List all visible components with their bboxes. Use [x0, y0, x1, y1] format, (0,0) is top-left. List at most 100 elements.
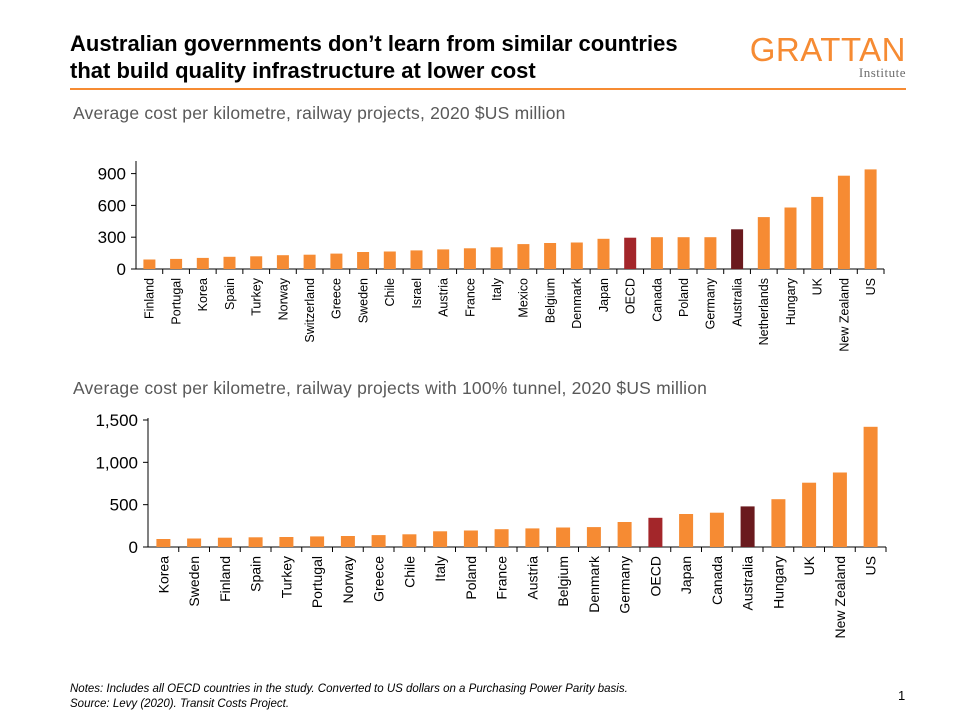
x-category-label-austria: Austria: [437, 278, 451, 317]
x-category-label-chile: Chile: [401, 556, 417, 588]
x-category-label-israel: Israel: [410, 278, 424, 309]
x-category-label-us: US: [864, 278, 878, 295]
bar-sweden: [187, 538, 202, 547]
x-category-label-spain: Spain: [248, 556, 264, 592]
x-category-label-portugal: Portugal: [309, 556, 325, 608]
x-category-label-norway: Norway: [276, 277, 290, 320]
bar-australia: [731, 229, 744, 270]
bar-mexico: [517, 244, 530, 269]
bar-us: [863, 426, 878, 547]
logo-subtitle: Institute: [858, 65, 906, 80]
x-category-label-sweden: Sweden: [356, 278, 370, 323]
bar-turkey: [279, 537, 294, 547]
x-category-label-japan: Japan: [678, 556, 694, 594]
grattan-logo: GRATTAN Institute: [750, 33, 910, 83]
header-rule: [70, 88, 906, 90]
notes-line: Notes: Includes all OECD countries in th…: [70, 683, 628, 695]
bar-oecd: [648, 517, 663, 547]
bar-turkey: [250, 256, 263, 269]
x-category-label-austria: Austria: [524, 556, 540, 600]
y-tick-label: 1,500: [95, 411, 138, 430]
title-line-1: Australian governments don’t learn from …: [70, 31, 678, 56]
x-category-label-italy: Italy: [490, 277, 504, 301]
x-category-label-hungary: Hungary: [784, 277, 798, 325]
x-category-label-oecd: OECD: [647, 556, 663, 596]
bar-belgium: [544, 243, 557, 269]
x-category-label-uk: UK: [811, 277, 825, 295]
bar-korea: [156, 539, 171, 547]
y-tick-label: 0: [117, 260, 126, 279]
x-category-label-korea: Korea: [196, 278, 210, 311]
bar-israel: [410, 250, 423, 269]
bar-austria: [525, 528, 540, 547]
source-line: Source: Levy (2020). Transit Costs Proje…: [70, 698, 290, 710]
x-category-label-finland: Finland: [217, 556, 233, 602]
bar-portugal: [310, 536, 325, 547]
x-category-label-portugal: Portugal: [169, 278, 183, 325]
bar-japan: [679, 514, 694, 547]
bar-hungary: [784, 207, 797, 269]
logo-wordmark: GRATTAN: [749, 31, 906, 68]
bar-greece: [330, 253, 343, 269]
chart-1-title: Average cost per kilometre, railway proj…: [73, 103, 566, 123]
bar-switzerland: [303, 254, 316, 269]
x-category-label-mexico: Mexico: [517, 278, 531, 318]
bar-spain: [223, 256, 236, 269]
bar-new-zealand: [832, 472, 847, 547]
bar-germany: [617, 522, 632, 547]
x-category-label-france: France: [463, 278, 477, 317]
x-category-label-us: US: [863, 556, 879, 575]
slide-title: Australian governments don’t learn from …: [70, 30, 750, 84]
y-tick-label: 300: [98, 228, 126, 247]
bar-austria: [437, 249, 450, 269]
x-category-label-turkey: Turkey: [250, 277, 264, 315]
x-category-label-belgium: Belgium: [555, 556, 571, 607]
x-category-label-poland: Poland: [463, 556, 479, 600]
y-tick-label: 1,000: [95, 453, 138, 472]
bar-new-zealand: [837, 175, 850, 269]
x-category-label-australia: Australia: [730, 278, 744, 327]
bar-netherlands: [757, 217, 770, 269]
bar-portugal: [170, 258, 183, 269]
bar-finland: [217, 537, 232, 547]
bar-canada: [709, 512, 724, 547]
notes: Notes: Includes all OECD countries in th…: [70, 682, 628, 712]
x-category-label-greece: Greece: [330, 278, 344, 319]
bar-uk: [802, 482, 817, 547]
bar-italy: [490, 247, 503, 269]
bar-us: [864, 169, 877, 269]
x-category-label-hungary: Hungary: [770, 556, 786, 609]
bar-chile: [383, 251, 396, 269]
bar-oecd: [624, 237, 637, 269]
x-category-label-poland: Poland: [677, 278, 691, 317]
bar-poland: [677, 237, 690, 269]
x-category-label-uk: UK: [801, 555, 817, 575]
bar-france: [463, 248, 476, 269]
bar-uk: [811, 196, 824, 269]
y-tick-label: 0: [129, 538, 138, 557]
title-line-2: that build quality infrastructure at low…: [70, 58, 536, 83]
bar-denmark: [586, 527, 601, 547]
bar-france: [494, 529, 509, 547]
x-category-label-switzerland: Switzerland: [303, 278, 317, 343]
chart-2-title: Average cost per kilometre, railway proj…: [73, 378, 708, 398]
y-tick-label: 500: [110, 496, 138, 515]
bar-belgium: [556, 527, 571, 547]
x-category-label-canada: Canada: [650, 278, 664, 322]
x-category-label-netherlands: Netherlands: [757, 278, 771, 345]
x-category-label-korea: Korea: [155, 556, 171, 594]
x-category-label-denmark: Denmark: [586, 555, 602, 613]
x-category-label-sweden: Sweden: [186, 556, 202, 607]
x-category-label-chile: Chile: [383, 278, 397, 307]
bar-spain: [248, 537, 263, 547]
x-category-label-spain: Spain: [223, 278, 237, 310]
x-category-label-canada: Canada: [709, 556, 725, 605]
bar-poland: [463, 530, 478, 547]
x-category-label-finland: Finland: [143, 278, 157, 319]
bar-korea: [196, 257, 209, 269]
x-category-label-denmark: Denmark: [570, 277, 584, 328]
x-category-label-norway: Norway: [340, 556, 356, 603]
